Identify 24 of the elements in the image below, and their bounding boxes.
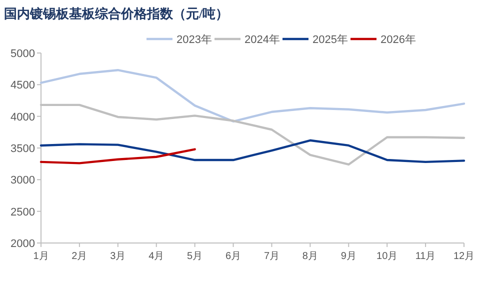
legend-label: 2026年 bbox=[380, 34, 416, 46]
chart-title: 国内镀锡板基板综合价格指数（元/吨） bbox=[4, 6, 229, 21]
y-tick-label: 4000 bbox=[10, 111, 35, 124]
x-tick-label: 12月 bbox=[453, 251, 475, 262]
y-tick-label: 2000 bbox=[10, 238, 35, 250]
y-tick-label: 3000 bbox=[10, 174, 35, 187]
y-tick-label: 5000 bbox=[10, 48, 35, 60]
x-tick-label: 2月 bbox=[72, 251, 88, 262]
x-tick-label: 5月 bbox=[187, 251, 203, 262]
x-tick-label: 11月 bbox=[415, 251, 436, 262]
x-tick-label: 3月 bbox=[110, 251, 126, 262]
y-tick-label: 4500 bbox=[10, 80, 35, 92]
x-tick-label: 8月 bbox=[302, 251, 318, 262]
y-tick-label: 2500 bbox=[10, 206, 35, 218]
legend-label: 2023年 bbox=[176, 34, 212, 46]
x-tick-label: 7月 bbox=[264, 251, 280, 262]
x-tick-label: 10月 bbox=[376, 251, 398, 262]
legend-label: 2024年 bbox=[244, 34, 280, 46]
legend-label: 2025年 bbox=[312, 34, 348, 46]
y-tick-label: 3500 bbox=[10, 143, 35, 155]
x-tick-label: 9月 bbox=[340, 251, 356, 262]
x-tick-label: 4月 bbox=[148, 251, 164, 262]
x-tick-label: 1月 bbox=[33, 251, 49, 262]
x-tick-label: 6月 bbox=[225, 251, 242, 262]
